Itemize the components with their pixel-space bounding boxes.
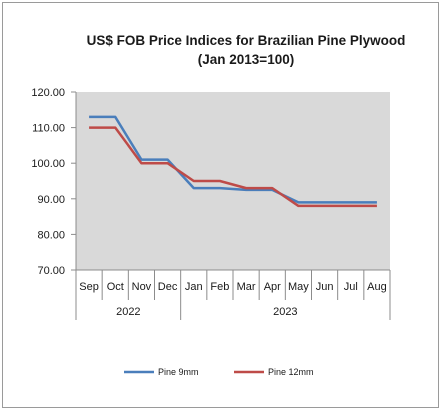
- legend: Pine 9mm Pine 12mm: [124, 367, 314, 377]
- x-tick-label: Jun: [316, 281, 334, 293]
- legend-label: Pine 12mm: [268, 367, 314, 377]
- series-line-pine-9mm: [89, 115, 377, 204]
- y-axis: 70.00 80.00 90.00 100.00 110.00 120.00: [31, 87, 77, 277]
- y-tick-label: 80.00: [37, 229, 65, 241]
- x-group-label: 2022: [116, 306, 140, 318]
- x-tick-label: Apr: [264, 281, 281, 293]
- x-tick-label: Nov: [132, 281, 152, 293]
- chart-title: US$ FOB Price Indices for Brazilian Pine…: [87, 33, 406, 48]
- y-tick-label: 110.00: [32, 123, 65, 135]
- legend-label: Pine 9mm: [158, 367, 199, 377]
- plot-area: [76, 92, 390, 270]
- x-axis: Sep Oct Nov Dec Jan Feb Mar Apr May Jun Jul Aug 2022…: [75, 269, 391, 320]
- chart-subtitle: (Jan 2013=100): [198, 52, 294, 67]
- series-lines: [89, 115, 377, 208]
- y-tick-label: 70.00: [37, 265, 65, 277]
- x-tick-label: May: [288, 281, 309, 293]
- x-tick-label: Aug: [367, 281, 387, 293]
- x-tick-label: Jan: [185, 281, 203, 293]
- y-tick-label: 100.00: [31, 158, 65, 170]
- x-tick-label: Oct: [107, 281, 124, 293]
- x-tick-label: Mar: [237, 281, 256, 293]
- x-tick-label: Dec: [158, 281, 178, 293]
- x-tick-label: Sep: [79, 281, 99, 293]
- y-tick-label: 120.00: [31, 87, 65, 99]
- x-tick-label: Feb: [210, 281, 229, 293]
- series-line-pine-12mm: [89, 126, 377, 208]
- x-tick-label: Jul: [344, 281, 358, 293]
- x-group-label: 2023: [273, 306, 297, 318]
- y-tick-label: 90.00: [37, 194, 65, 206]
